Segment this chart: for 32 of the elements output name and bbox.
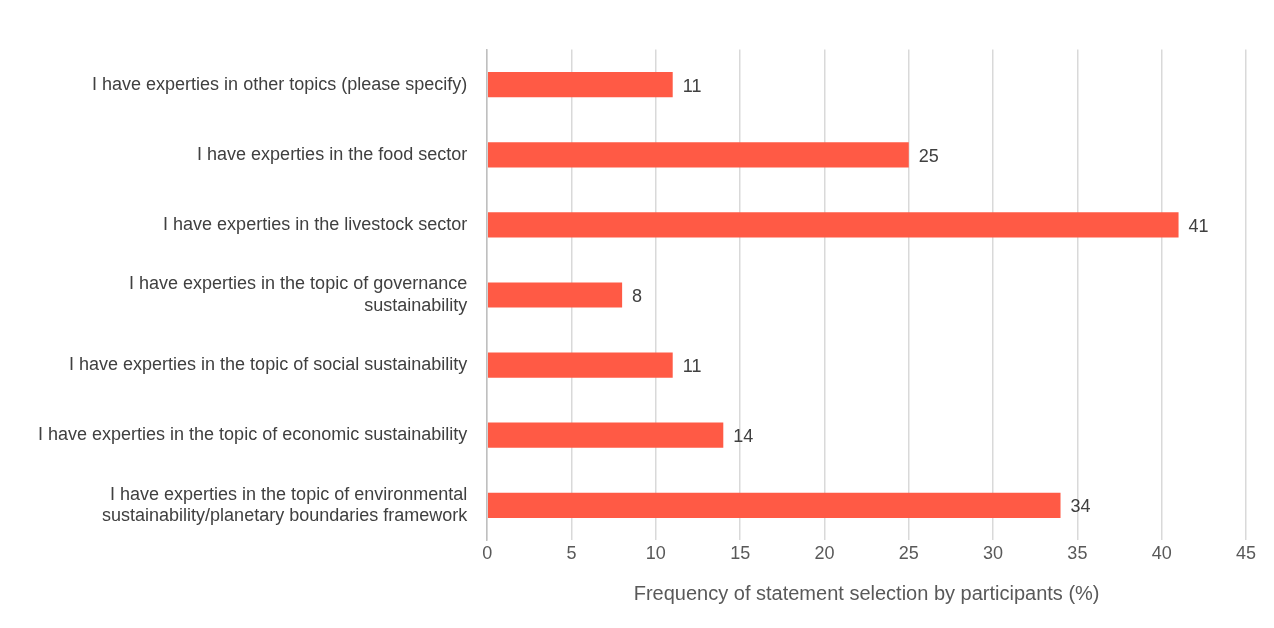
x-tick-label: 35 bbox=[1067, 543, 1088, 564]
x-tick-label: 25 bbox=[898, 543, 919, 564]
y-tick-label: I have experties in other topics (please specify) bbox=[92, 73, 468, 94]
x-tick-label: 10 bbox=[645, 543, 666, 564]
x-tick-label: 40 bbox=[1151, 543, 1172, 564]
bar bbox=[487, 142, 909, 168]
y-tick-label: I have experties in the topic of social sustainability bbox=[69, 354, 468, 375]
x-tick-label: 15 bbox=[730, 543, 751, 564]
y-tick-label: I have experties in the topic of environmental sustainability/planetary boundaries framework bbox=[102, 483, 469, 526]
bar bbox=[487, 422, 724, 448]
data-label: 11 bbox=[682, 75, 702, 96]
x-axis-title: Frequency of statement selection by participants (%) bbox=[633, 581, 1100, 604]
x-tick-label: 30 bbox=[983, 543, 1004, 564]
data-label: 34 bbox=[1070, 496, 1091, 517]
x-tick-label: 45 bbox=[1235, 543, 1257, 564]
bar bbox=[487, 352, 673, 378]
bar bbox=[487, 72, 673, 98]
x-tick-label: 5 bbox=[566, 543, 577, 564]
bar bbox=[487, 282, 623, 308]
y-tick-label: I have experties in the food sector bbox=[197, 143, 468, 164]
bar bbox=[487, 492, 1061, 518]
data-label: 8 bbox=[632, 285, 643, 306]
data-label: 14 bbox=[733, 426, 754, 447]
x-tick-label: 20 bbox=[814, 543, 835, 564]
bar bbox=[487, 212, 1179, 238]
data-label: 41 bbox=[1188, 215, 1209, 236]
y-tick-label: I have experties in the topic of economic sustainability bbox=[38, 424, 468, 445]
x-tick-label: 0 bbox=[482, 543, 493, 564]
y-tick-label: I have experties in the topic of governance sustainability bbox=[129, 273, 468, 315]
data-label: 11 bbox=[682, 356, 702, 377]
y-tick-label: I have experties in the livestock sector bbox=[163, 213, 468, 234]
data-label: 25 bbox=[918, 145, 939, 166]
